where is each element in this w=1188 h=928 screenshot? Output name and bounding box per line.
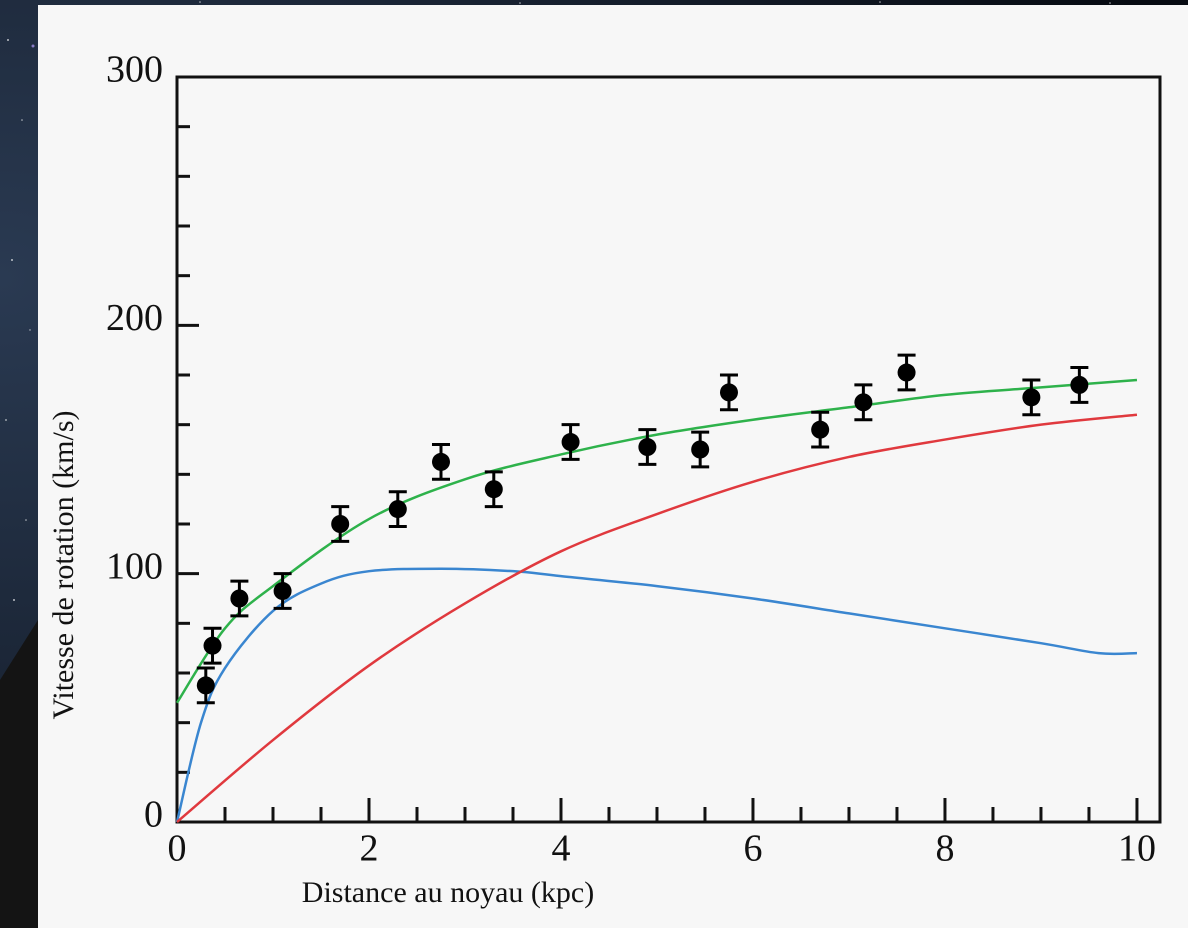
x-tick-label: 4 [551, 828, 570, 870]
y-tick-label: 200 [106, 297, 163, 339]
y-axis-label: Vitesse de rotation (km/s) [47, 411, 80, 720]
data-point [691, 440, 710, 459]
data-point [203, 636, 222, 655]
plot-frame [175, 75, 1162, 824]
y-tick-label: 300 [106, 49, 163, 91]
stars [5, 1, 1111, 601]
data-point [897, 363, 916, 382]
data-point [854, 393, 873, 412]
data-point [638, 438, 657, 457]
data-point [1070, 375, 1089, 394]
foreground-silhouette [0, 620, 38, 928]
x-axis-label: Distance au noyau (kpc) [302, 876, 594, 909]
curve [176, 413, 1138, 823]
data-point [196, 676, 215, 695]
data-point [561, 433, 580, 452]
y-tick-label: 0 [144, 794, 163, 836]
data-point [811, 420, 830, 439]
data-point [719, 383, 738, 402]
x-tick-label: 6 [743, 828, 762, 870]
x-tick-label: 2 [359, 828, 378, 870]
x-tick-label: 8 [935, 828, 954, 870]
data-point [431, 452, 450, 471]
curve [175, 378, 1138, 704]
curve [175, 567, 1137, 823]
data-point [273, 582, 292, 601]
data-point [1022, 388, 1041, 407]
x-tick-label: 10 [1118, 828, 1156, 870]
data-point [388, 500, 407, 519]
data-point [484, 480, 503, 499]
panel [38, 5, 1188, 928]
y-tick-label: 100 [106, 545, 163, 587]
data-point [230, 589, 249, 608]
data-point [331, 515, 350, 533]
x-tick-label: 0 [168, 828, 187, 870]
